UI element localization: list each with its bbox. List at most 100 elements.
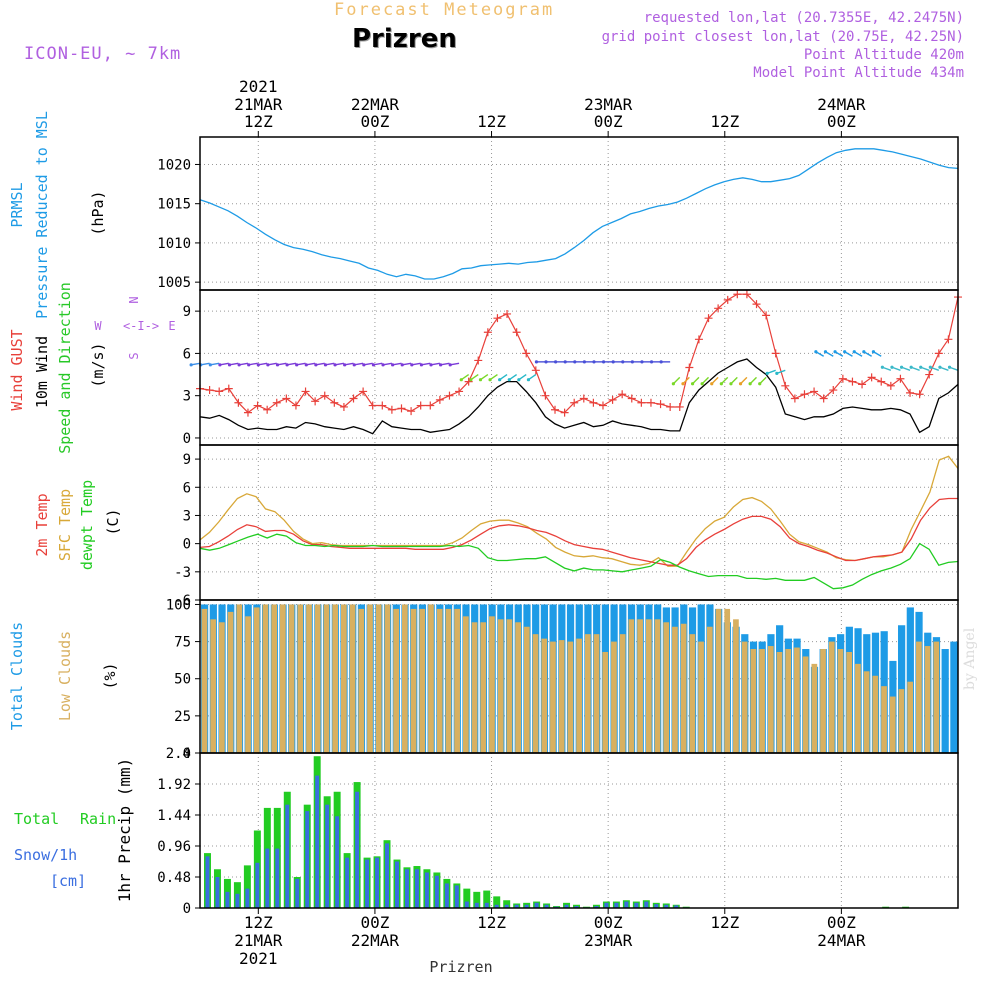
gust-marker <box>407 407 416 416</box>
wind-arrow-head <box>681 382 685 386</box>
low-cloud-bar <box>584 634 591 753</box>
compass-north: N <box>127 296 141 303</box>
gust-marker <box>320 391 329 400</box>
low-cloud-bar <box>288 604 295 753</box>
wind-arrow-head <box>899 365 904 369</box>
top-hour-label: 12Z <box>244 112 273 131</box>
y-tick-label: 0 <box>183 431 191 447</box>
wind-arrow-head <box>938 365 942 369</box>
y-tick-label: 9 <box>183 304 191 320</box>
low-cloud-bar <box>776 651 783 753</box>
snow-bar <box>225 891 230 908</box>
wind-arrow-head <box>573 360 577 364</box>
low-cloud-bar <box>645 619 652 753</box>
top-hour-label: 00Z <box>827 112 856 131</box>
bottom-hour-label: 12Z <box>244 913 273 932</box>
y-tick-label: 50 <box>174 672 191 688</box>
y-tick-label: 25 <box>174 709 191 725</box>
rain-bar <box>243 865 251 908</box>
wind-arrow-head <box>871 350 876 354</box>
gust-marker <box>455 387 464 396</box>
gust-marker <box>349 394 358 403</box>
top-date-label: 22MAR <box>351 95 400 114</box>
gust-marker <box>810 387 819 396</box>
panel-frame <box>199 136 959 291</box>
snow-bar <box>295 878 300 908</box>
point-altitude: Point Altitude 420m <box>803 47 964 63</box>
low-cloud-bar <box>811 663 818 753</box>
low-cloud-bar <box>898 689 905 753</box>
snow-bar <box>574 906 579 908</box>
gust-marker <box>570 398 579 407</box>
wind-arrow-head <box>582 360 586 364</box>
gust-marker <box>867 373 876 382</box>
y-tick-label: 1010 <box>157 236 191 252</box>
wind-arrow-head <box>947 365 952 369</box>
snow-bar <box>524 904 529 908</box>
wind-arrow-head <box>517 378 521 382</box>
low-cloud-bar <box>837 649 844 753</box>
top-date-label: 24MAR <box>817 95 866 114</box>
gust-marker <box>925 370 934 379</box>
wind-arrow-head <box>304 363 308 367</box>
gust-marker <box>838 374 847 383</box>
snow-bar <box>594 906 599 908</box>
snow-bar <box>335 816 340 908</box>
gust-marker <box>339 402 348 411</box>
bottom-year-label: 2021 <box>239 949 278 968</box>
wind-arrow-head <box>285 363 289 367</box>
low-cloud-bar <box>698 641 704 753</box>
bottom-date-label: 23MAR <box>584 931 633 950</box>
low-cloud-bar <box>367 604 373 753</box>
snow-bar <box>235 893 240 908</box>
low-cloud-bar <box>663 622 670 753</box>
y-tick-label: 100 <box>166 597 191 613</box>
snow-bar <box>544 904 549 908</box>
gust-marker <box>896 374 905 383</box>
wind-arrow-head <box>410 363 414 367</box>
gust-marker <box>263 405 272 414</box>
low-cloud-bar <box>341 604 347 753</box>
gust-marker <box>368 401 377 410</box>
total-cloud-bar <box>941 649 949 753</box>
rain-bar <box>473 891 481 908</box>
wind-arrow-head <box>563 360 567 364</box>
wind-arrow-head <box>266 363 270 367</box>
wind-arrow-head <box>362 363 366 367</box>
low-cloud-bar <box>907 681 914 753</box>
gust-marker <box>723 295 732 304</box>
gust-marker <box>742 290 751 299</box>
low-cloud-bar <box>419 608 426 753</box>
low-cloud-bar <box>314 604 321 753</box>
gust-marker <box>359 387 368 396</box>
snow-bar <box>474 902 479 908</box>
requested-coordinates: requested lon,lat (20.7355E, 42.2475N) <box>643 10 964 26</box>
snow-bar <box>215 877 220 908</box>
low-cloud-bar <box>576 638 582 753</box>
snow-bar <box>265 848 270 908</box>
pressure-label-msl: Pressure Reduced to MSL <box>33 111 51 319</box>
wind-arrow-head <box>275 363 280 367</box>
y-tick-label: 1015 <box>157 197 191 213</box>
gust-marker <box>483 328 492 337</box>
top-hour-label: 00Z <box>360 112 389 131</box>
top-year-label: 2021 <box>239 77 278 96</box>
gust-marker <box>781 381 790 390</box>
snow-bar <box>674 905 679 908</box>
grid-point-coordinates: grid point closest lon,lat (20.75E, 42.2… <box>601 29 964 45</box>
wind-arrow-head <box>429 363 433 367</box>
wind-arrow-head <box>419 363 424 367</box>
wind-arrow-head <box>295 363 299 367</box>
rain-bar <box>493 896 501 908</box>
dewpt-line <box>199 533 959 590</box>
wind-arrow-head <box>314 363 318 367</box>
gust-marker <box>877 377 886 386</box>
snow-bar <box>664 904 669 908</box>
gust-marker <box>694 335 703 344</box>
gust-marker <box>886 381 895 390</box>
y-tick-label: 2.4 <box>166 746 191 762</box>
low-cloud-bar <box>401 604 408 753</box>
gust-marker <box>205 386 214 395</box>
total-cloud-bar <box>906 607 914 753</box>
gust-marker <box>531 366 540 375</box>
